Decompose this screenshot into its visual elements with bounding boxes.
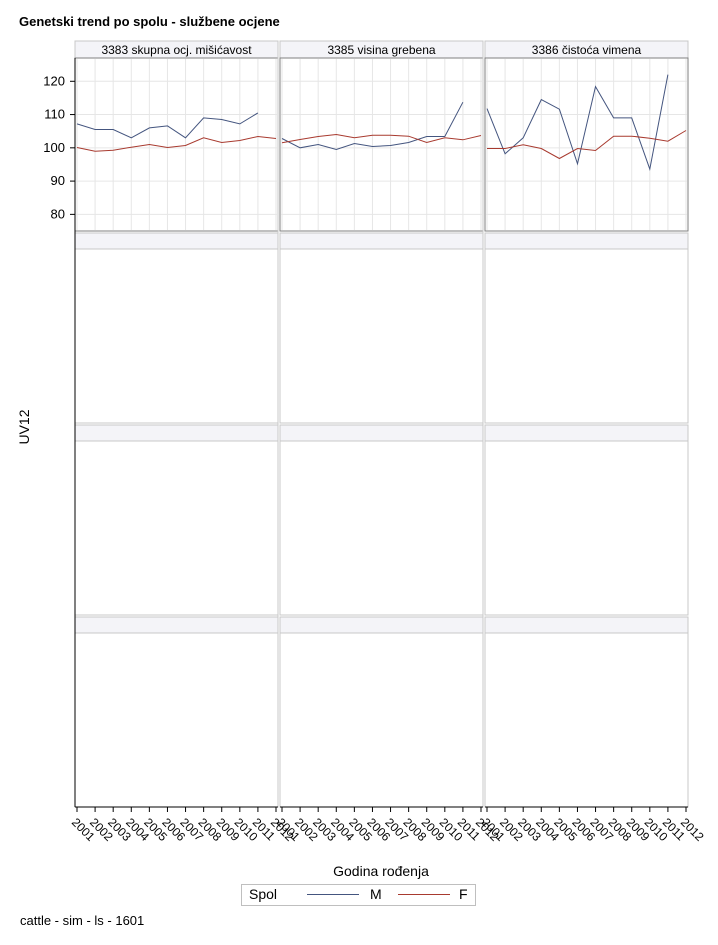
panel-plot-r1c1 [279, 248, 484, 424]
y-tick-label: 80 [51, 206, 65, 221]
panel-plot-r1c0 [74, 248, 279, 424]
panel-plot-r0c1 [279, 57, 484, 232]
panel-label: 3385 visina grebena [327, 43, 435, 57]
y-axis-title: UV12 [16, 409, 32, 444]
y-tick-label: 110 [44, 107, 65, 122]
panel-label: 3386 čistoća vimena [532, 43, 642, 57]
panel-label: 3383 skupna ocj. mišićavost [101, 43, 252, 57]
series-f-panel-1 [281, 133, 482, 144]
series-m-panel-1 [281, 101, 464, 151]
legend-label-m: M [370, 886, 382, 902]
panel-plot-r1c2 [484, 248, 689, 424]
legend-title: Spol [249, 886, 278, 902]
y-tick-label: 90 [51, 173, 65, 188]
legend-line-m [307, 894, 359, 895]
panel-plot-r3c2 [484, 632, 689, 808]
panel-header-r2c0 [74, 424, 279, 442]
legend-line-f [398, 894, 450, 895]
panel-plot-r2c0 [74, 440, 279, 616]
footer-text: cattle - sim - ls - 1601 [20, 913, 145, 928]
series-f-panel-2 [487, 130, 687, 160]
y-tick-label: 120 [43, 73, 65, 88]
series-f-panel-0 [76, 135, 277, 152]
panel-header-r3c1 [279, 616, 484, 634]
panel-header-r3c2 [484, 616, 689, 634]
panel-plot-r2c1 [279, 440, 484, 616]
x-axis-title: Godina rođenja [333, 863, 429, 879]
panel-plot-r3c0 [74, 632, 279, 808]
panel-header-r3c0 [74, 616, 279, 634]
series-m-panel-2 [486, 74, 669, 172]
y-tick-label: 100 [43, 140, 65, 155]
panel-plot-r2c2 [484, 440, 689, 616]
panel-plot-r3c1 [279, 632, 484, 808]
panel-plot-r0c0 [74, 57, 279, 232]
series-m-panel-0 [76, 112, 259, 139]
panel-header-r1c0 [74, 232, 279, 250]
chart-title: Genetski trend po spolu - službene ocjen… [19, 14, 280, 29]
panel-header-r1c2 [484, 232, 689, 250]
legend: Spol M F [241, 884, 476, 906]
panel-header-r2c1 [279, 424, 484, 442]
legend-label-f: F [459, 886, 468, 902]
panel-header-r2c2 [484, 424, 689, 442]
panel-header-r1c1 [279, 232, 484, 250]
